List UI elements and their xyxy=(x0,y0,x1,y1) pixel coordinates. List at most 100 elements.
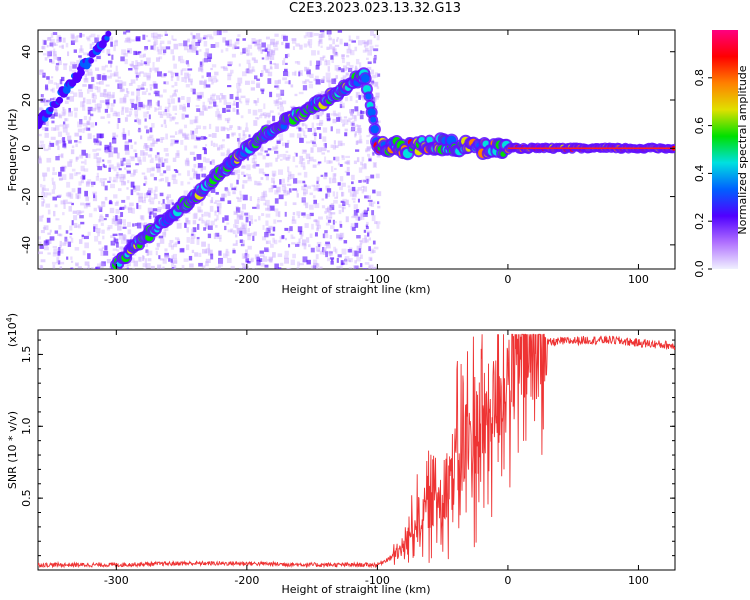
spectrogram-speckle xyxy=(52,172,57,176)
spectrogram-speckle xyxy=(222,107,226,113)
spectrogram-speckle xyxy=(165,133,168,140)
spectrogram-speckle xyxy=(364,239,369,243)
spectrogram-speckle xyxy=(84,159,87,165)
spectrogram-speckle xyxy=(186,96,191,103)
spectrogram-speckle xyxy=(173,265,177,269)
spectrogram-speckle xyxy=(227,191,231,196)
spectrogram-speckle xyxy=(261,236,267,241)
spectrogram-speckle xyxy=(82,128,85,134)
spectrogram-speckle xyxy=(244,212,250,217)
spectrogram-speckle xyxy=(58,36,62,42)
spectrogram-speckle xyxy=(315,111,318,118)
spectrogram-speckle xyxy=(227,200,232,204)
spectrogram-speckle xyxy=(256,259,261,266)
spectrogram-speckle xyxy=(356,208,360,213)
spectrogram-speckle xyxy=(181,77,185,82)
spectrogram-speckle xyxy=(89,43,93,50)
spectrogram-speckle xyxy=(339,186,343,191)
spectrogram-speckle xyxy=(230,171,235,175)
spectrogram-speckle xyxy=(279,89,284,94)
spectrogram-speckle xyxy=(134,141,137,145)
spectrogram-speckle xyxy=(263,202,267,206)
spectrogram-speckle xyxy=(133,64,138,70)
spectrogram-speckle xyxy=(53,53,57,60)
spectrogram-speckle xyxy=(46,44,49,48)
spectrogram-speckle xyxy=(136,192,140,196)
spectrogram-speckle xyxy=(272,252,276,258)
spectrogram-speckle xyxy=(286,190,290,194)
spectrogram-speckle xyxy=(193,212,198,219)
spectrogram-speckle xyxy=(308,39,313,45)
spectrogram-speckle xyxy=(246,49,250,56)
spectrogram-speckle xyxy=(130,181,135,188)
spectrogram-speckle xyxy=(47,51,52,57)
spectrogram-speckle xyxy=(191,130,195,135)
spectrogram-speckle xyxy=(193,156,196,161)
spectrogram-speckle xyxy=(250,258,253,263)
spectrogram-speckle xyxy=(143,145,147,149)
spectrogram-speckle xyxy=(267,115,270,119)
spectrogram-speckle xyxy=(163,170,167,174)
spectrogram-speckle xyxy=(201,213,204,217)
spectrogram-speckle xyxy=(356,245,361,251)
spectrogram-speckle xyxy=(343,42,349,47)
spectrogram-speckle xyxy=(336,128,341,134)
spectrogram-speckle xyxy=(55,218,60,221)
spectrogram-speckle xyxy=(145,263,151,269)
spectrogram-speckle xyxy=(329,235,333,239)
spectrogram-speckle xyxy=(192,172,198,179)
spectrogram-speckle xyxy=(106,69,112,73)
spectrogram-speckle xyxy=(119,206,125,210)
spectrogram-speckle xyxy=(220,49,224,53)
spectrogram-speckle xyxy=(156,138,160,142)
spectrogram-speckle xyxy=(185,60,189,65)
spectrogram-speckle xyxy=(193,145,198,149)
spectrogram-speckle xyxy=(163,119,167,125)
spectrogram-speckle xyxy=(71,202,74,206)
spectrogram-speckle xyxy=(152,32,158,39)
spectrogram-speckle xyxy=(58,114,63,119)
spectrogram-speckle xyxy=(102,235,105,240)
spectrogram-speckle xyxy=(186,220,191,225)
spectrogram-speckle xyxy=(258,115,263,119)
spectrogram-speckle xyxy=(79,210,85,213)
spectrogram-speckle xyxy=(376,120,381,123)
spectrogram-speckle xyxy=(325,251,328,258)
spectrogram-speckle xyxy=(326,113,330,118)
spectrogram-speckle xyxy=(220,152,225,157)
spectrogram-speckle xyxy=(53,112,58,117)
spectrogram-speckle xyxy=(131,39,135,42)
spectrogram-speckle xyxy=(207,34,213,38)
spectrogram-speckle xyxy=(318,35,322,39)
spectrogram-speckle xyxy=(173,43,179,50)
spectrogram-speckle xyxy=(58,177,63,181)
spectrogram-speckle xyxy=(109,199,112,204)
spectrogram-speckle xyxy=(52,50,57,57)
spectrogram-speckle xyxy=(351,174,355,180)
spectrogram-speckle xyxy=(140,87,145,90)
spectrogram-speckle xyxy=(87,68,93,71)
spectrogram-speckle xyxy=(237,77,243,84)
spectrogram-speckle xyxy=(321,111,324,115)
spectrogram-speckle xyxy=(274,80,279,85)
spectrogram-speckle xyxy=(287,171,292,177)
spectrogram-speckle xyxy=(171,116,175,121)
spectrogram-speckle xyxy=(53,82,57,85)
spectrogram-speckle xyxy=(361,188,365,194)
spectrogram-speckle xyxy=(174,72,179,77)
spectrogram-speckle xyxy=(350,111,354,117)
spectrogram-speckle xyxy=(162,266,165,269)
spectrogram-speckle xyxy=(48,79,54,84)
spectrogram-speckle xyxy=(296,241,301,246)
spectrogram-speckle xyxy=(263,64,266,71)
spectrogram-speckle xyxy=(240,210,244,217)
spectrogram-speckle xyxy=(309,32,314,38)
spectrogram-speckle xyxy=(85,153,91,159)
spectrogram-speckle xyxy=(341,54,345,60)
spectrogram-speckle xyxy=(156,163,161,167)
spectrogram-speckle xyxy=(117,76,121,79)
snr-y-ticks: 0.51.01.5 xyxy=(20,339,675,557)
spectrogram-speckle xyxy=(124,141,129,146)
spectrogram-speckle xyxy=(57,251,61,256)
spectrogram-speckle xyxy=(154,193,158,199)
